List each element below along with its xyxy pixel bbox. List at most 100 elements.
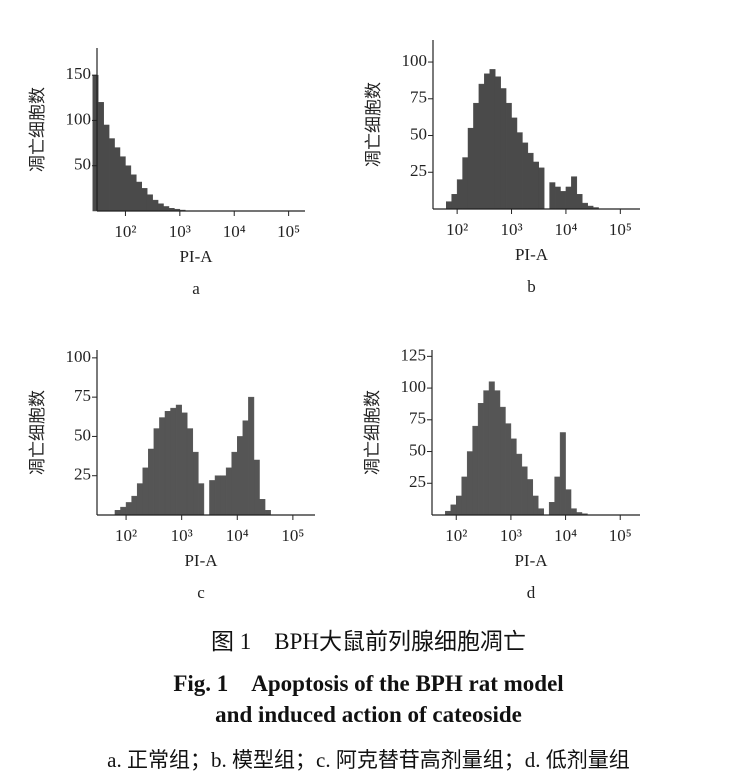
histogram-bar [576, 194, 583, 210]
charts: 50 100 150 10² 10³ 10⁴ 10⁵ PI-A a 凋亡细胞数 25 50 75 100 1… [28, 40, 640, 602]
histogram-bar [477, 403, 484, 516]
histogram-bar [141, 188, 148, 212]
histogram-bar [537, 508, 544, 516]
histogram-bar [516, 132, 523, 210]
y-tick-label: 50 [74, 155, 91, 174]
histogram-bar [97, 102, 104, 212]
histogram-bar [527, 152, 534, 210]
histogram-bar [175, 404, 182, 516]
histogram-bar [103, 124, 110, 212]
histogram-bar [467, 127, 474, 210]
panel-label: d [527, 583, 536, 602]
histogram-bar [565, 489, 572, 516]
histogram-bar [451, 194, 458, 210]
histogram-bar [186, 428, 194, 516]
x-tick-label: 10⁵ [609, 220, 632, 239]
y-tick-label: 100 [401, 377, 427, 396]
y-tick-label: 75 [410, 88, 427, 107]
histogram-bar [131, 495, 138, 516]
histogram-bar [157, 203, 164, 212]
x-tick-label: 10² [115, 526, 137, 545]
panel-label: b [527, 277, 536, 296]
panel-label: c [197, 583, 205, 602]
histogram-bar [209, 480, 216, 516]
histogram-bar [466, 451, 473, 516]
histogram-bar [198, 483, 205, 516]
x-tick-label: 10² [114, 222, 136, 241]
histogram-bar [478, 83, 485, 210]
histogram-bar [505, 423, 512, 516]
y-tick-label: 50 [410, 124, 427, 143]
histogram-bar [461, 476, 468, 516]
histogram-bar [120, 506, 127, 516]
histogram-bar [505, 102, 512, 210]
histogram-bar [554, 476, 561, 516]
histogram-bar [522, 142, 529, 210]
histogram-bar [136, 181, 143, 212]
x-tick-label: 10⁵ [609, 526, 632, 545]
x-tick-label: 10⁴ [226, 526, 249, 545]
x-tick-label: 10⁵ [277, 222, 300, 241]
x-tick-label: 10² [446, 220, 468, 239]
histogram-bar [521, 466, 528, 516]
y-tick-label: 50 [409, 440, 426, 459]
histogram-chart: 25 50 75 100 10² 10³ 10⁴ 10⁵ PI-A c 凋亡细胞数 [28, 347, 315, 602]
histogram-bar [114, 147, 121, 212]
histogram-bar [554, 186, 561, 210]
histogram-bar [570, 508, 577, 516]
histogram-bar [214, 475, 221, 516]
y-tick-label: 150 [66, 64, 92, 83]
y-tick-label: 25 [74, 465, 91, 484]
caption-en: Fig. 1 Apoptosis of the BPH rat model [173, 671, 564, 696]
histogram-bar [488, 381, 495, 516]
y-axis-label: 凋亡细胞数 [364, 82, 383, 167]
histogram-bar [164, 411, 171, 516]
histogram-bar [571, 176, 578, 210]
histogram-bar [248, 396, 255, 516]
histogram-bar [446, 201, 452, 210]
histogram-bar [473, 102, 480, 210]
histogram-bar [130, 174, 137, 212]
y-tick-label: 100 [66, 347, 92, 366]
y-tick-label: 75 [409, 409, 426, 428]
histogram-chart: 25 50 75 100 10² 10³ 10⁴ 10⁵ PI-A b 凋亡细胞数 [364, 40, 640, 296]
histogram-bar [532, 495, 539, 516]
histogram-bar [152, 199, 159, 212]
histogram-bar [170, 407, 177, 516]
histogram-chart: 50 100 150 10² 10³ 10⁴ 10⁵ PI-A a 凋亡细胞数 [28, 48, 305, 298]
x-tick-label: 10⁴ [223, 222, 246, 241]
y-tick-label: 25 [410, 161, 427, 180]
x-tick-label: 10³ [171, 526, 193, 545]
histogram-bar [560, 191, 567, 210]
histogram-bar [125, 502, 132, 516]
x-tick-label: 10⁴ [554, 526, 577, 545]
histogram-bar [549, 182, 556, 210]
histogram-bar [114, 510, 121, 516]
caption-zh: 图 1 BPH大鼠前列腺细胞凋亡 [211, 629, 526, 654]
histogram-bar [472, 425, 479, 516]
x-tick-label: 10⁵ [281, 526, 304, 545]
histogram-bar [581, 202, 588, 210]
histogram-bar [559, 432, 566, 516]
histogram-bar [483, 390, 490, 516]
histogram-bar [494, 76, 501, 210]
histogram-bar [462, 157, 469, 210]
histogram-bar [119, 156, 126, 212]
y-tick-label: 125 [401, 345, 427, 364]
histogram-bar [192, 451, 199, 516]
histogram-bar [548, 502, 555, 516]
histogram-bar [125, 165, 132, 212]
histogram-bar [159, 417, 166, 516]
y-tick-label: 75 [74, 386, 91, 405]
panel-label: a [192, 279, 200, 298]
histogram-bar [225, 467, 232, 516]
histogram-bar [538, 167, 545, 210]
histogram-bar [489, 69, 496, 210]
y-axis-label: 凋亡细胞数 [28, 390, 47, 475]
histogram-bar [242, 420, 249, 516]
histogram-bar [510, 438, 517, 516]
x-tick-label: 10³ [500, 526, 522, 545]
x-axis-label: PI-A [179, 247, 213, 266]
histogram-bar [499, 406, 506, 516]
